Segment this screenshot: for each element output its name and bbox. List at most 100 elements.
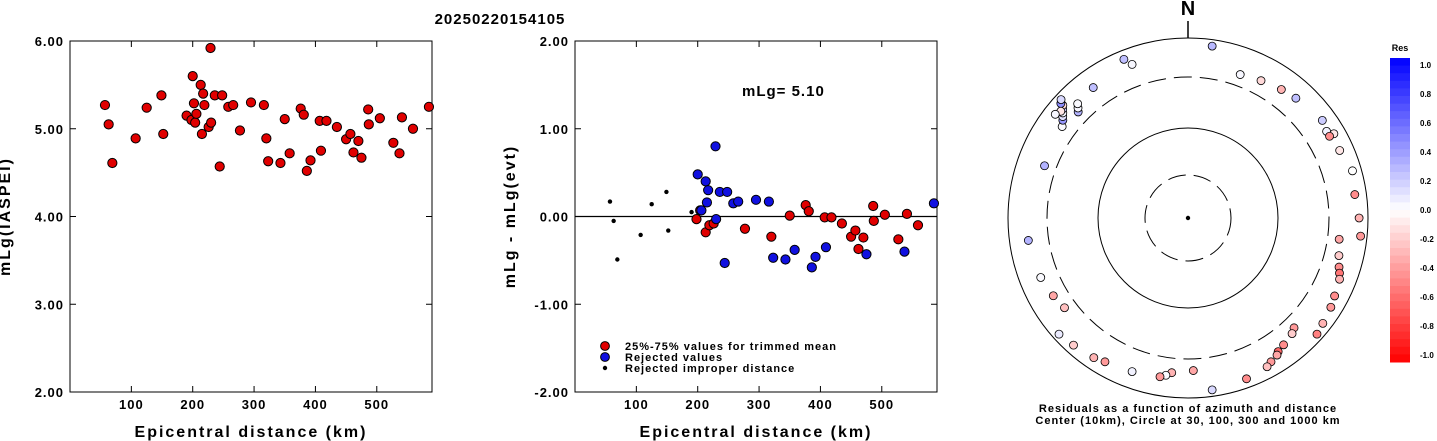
y-tick-label: 1.00 (540, 122, 569, 137)
data-point (130, 133, 141, 144)
x-tick-label: 200 (180, 397, 205, 412)
station-residual-point (1287, 329, 1297, 338)
colorbar-segment (1390, 270, 1410, 279)
colorbar-segment (1390, 58, 1410, 67)
colorbar-tick-label: 0.6 (1420, 119, 1432, 128)
station-residual-point (1272, 350, 1282, 360)
colorbar-segment (1390, 278, 1410, 287)
colorbar-segment (1390, 73, 1410, 82)
station-residual-point (1088, 83, 1098, 92)
x-tick-label: 400 (808, 397, 833, 412)
legend-label: Rejected improper distance (625, 363, 795, 375)
data-point (348, 147, 359, 158)
data-point (214, 161, 225, 172)
mean-magnitude-annotation: mLg= 5.10 (742, 83, 825, 100)
data-point (258, 99, 269, 111)
improper-distance-point (689, 209, 694, 215)
data-point (191, 108, 202, 119)
station-residual-point (1056, 95, 1066, 105)
trimmed-mean-point (784, 210, 795, 221)
station-residual-point (1356, 231, 1366, 241)
data-point (205, 42, 216, 54)
colorbar-segment (1390, 164, 1410, 173)
trimmed-mean-point (836, 218, 847, 229)
station-residual-point (1207, 41, 1217, 51)
trimmed-mean-point (879, 209, 890, 220)
trimmed-mean-point (691, 214, 702, 225)
station-residual-point (1335, 274, 1344, 284)
colorbar-tick-label: 1.0 (1420, 61, 1432, 70)
data-point (315, 145, 327, 156)
x-tick-label: 100 (119, 397, 144, 412)
colorbar-segment (1390, 240, 1410, 249)
trimmed-mean-point (803, 206, 814, 217)
data-point (245, 97, 257, 108)
colorbar-segment (1390, 134, 1410, 143)
colorbar-segment (1390, 316, 1410, 325)
rejected-point (696, 205, 707, 216)
rejected-point (789, 244, 800, 255)
station-residual-point (1276, 85, 1286, 94)
station-residual-point (1155, 372, 1165, 382)
data-point (187, 71, 198, 82)
rejected-point (780, 254, 791, 265)
improper-distance-point (649, 202, 654, 207)
trimmed-mean-point (739, 223, 751, 234)
legend-marker (600, 352, 610, 362)
x-tick-label: 500 (869, 397, 894, 412)
colorbar-segment (1390, 293, 1410, 302)
improper-distance-point (664, 189, 669, 195)
rejected-point (701, 197, 713, 208)
station-residual-point (1060, 303, 1069, 313)
data-point (234, 125, 246, 136)
y-axis-title: mLg(IASPEI) (0, 157, 14, 276)
data-point (363, 119, 374, 130)
residual-legend: 25%-75% values for trimmed mean Rejected … (600, 341, 837, 375)
station-residual-point (1188, 366, 1198, 375)
station-residual-point (1350, 190, 1360, 199)
legend-label: 25%-75% values for trimmed mean (625, 341, 837, 353)
colorbar-segment (1390, 80, 1410, 89)
colorbar-segment (1390, 301, 1410, 310)
colorbar-segment (1390, 331, 1410, 340)
data-point (195, 79, 206, 90)
colorbar-segment (1390, 156, 1410, 165)
trimmed-mean-point (858, 232, 869, 243)
polar-caption-line-2: Center (10km), Circle at 30, 100, 300 an… (1035, 415, 1340, 427)
station-residual-point (1127, 60, 1137, 69)
colorbar-segment (1390, 225, 1410, 234)
y-tick-label: -1.00 (534, 297, 569, 312)
data-point (141, 102, 152, 113)
station-residual-point (1312, 329, 1322, 339)
data-point (99, 99, 111, 111)
colorbar-segment (1390, 111, 1410, 120)
station-residual-point (1119, 54, 1129, 64)
x-tick-label: 400 (303, 397, 328, 412)
colorbar-segment (1390, 172, 1410, 181)
station-residual-point (1279, 340, 1288, 350)
data-point (156, 90, 167, 101)
colorbar-segment (1390, 187, 1410, 196)
colorbar-segment (1390, 210, 1410, 219)
colorbar-tick-label: 0.2 (1420, 177, 1432, 186)
rejected-point (806, 262, 817, 273)
data-point (196, 128, 208, 140)
station-residual-point (1317, 116, 1327, 125)
y-axis-title: mLg - mLg(evt) (502, 145, 519, 289)
data-point (331, 121, 342, 133)
rejected-point (763, 196, 774, 207)
colorbar-tick-label: 0.8 (1420, 90, 1432, 99)
data-point (103, 119, 114, 130)
data-point (284, 148, 295, 159)
colorbar-tick-label: -0.4 (1420, 264, 1434, 273)
colorbar-segment (1390, 232, 1410, 241)
data-point (423, 101, 435, 112)
x-tick-label: 200 (685, 397, 710, 412)
improper-distance-point (615, 257, 620, 262)
data-point (345, 128, 356, 140)
station-residual-point (1354, 213, 1364, 223)
y-tick-label: 2.00 (35, 385, 64, 400)
station-residual-point (1127, 367, 1137, 376)
data-point (107, 157, 118, 169)
station-residual-point (1069, 340, 1078, 350)
